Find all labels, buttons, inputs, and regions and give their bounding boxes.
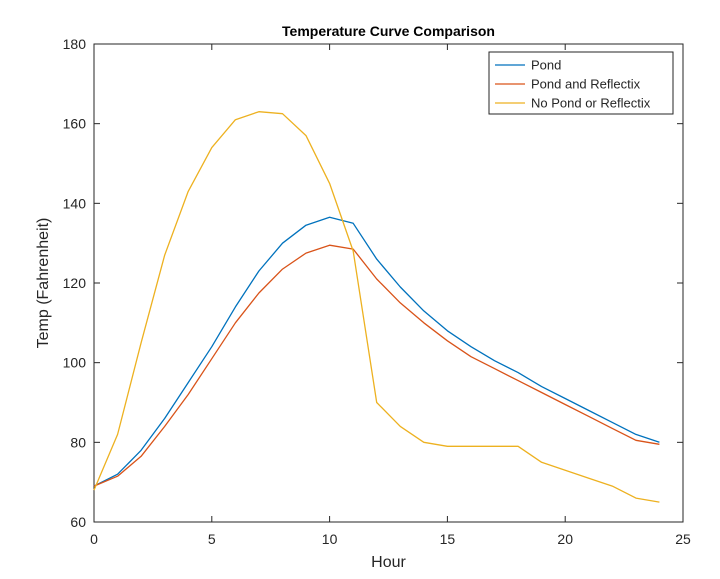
legend-label: No Pond or Reflectix [531,96,651,111]
x-tick-label: 25 [675,531,691,547]
y-tick-label: 100 [63,355,87,371]
x-tick-label: 5 [208,531,216,547]
x-tick-label: 0 [90,531,98,547]
x-tick-label: 15 [440,531,456,547]
series-line-1 [93,244,660,487]
x-tick-label: 20 [557,531,573,547]
y-tick-label: 80 [70,434,86,450]
series-lines [93,111,660,503]
axis-ticks: 0 5 10 15 20 25 60 80 100 120 140 160 180 [63,36,691,547]
plot-area [93,43,684,523]
series-line-0 [93,216,660,487]
y-tick-label: 120 [63,275,87,291]
chart-title: Temperature Curve Comparison [282,23,495,39]
y-tick-label: 160 [63,116,87,132]
x-tick-label: 10 [322,531,338,547]
y-tick-label: 180 [63,36,87,52]
legend-label: Pond [531,58,561,73]
y-tick-label: 60 [70,514,86,530]
series-line-2 [93,111,660,503]
legend: Pond Pond and Reflectix No Pond or Reflect… [488,51,674,115]
x-axis-label: Hour [371,554,406,571]
y-axis-label: Temp (Fahrenheit) [35,218,52,349]
y-tick-label: 140 [63,195,87,211]
legend-box [488,51,674,115]
legend-label: Pond and Reflectix [531,77,641,92]
